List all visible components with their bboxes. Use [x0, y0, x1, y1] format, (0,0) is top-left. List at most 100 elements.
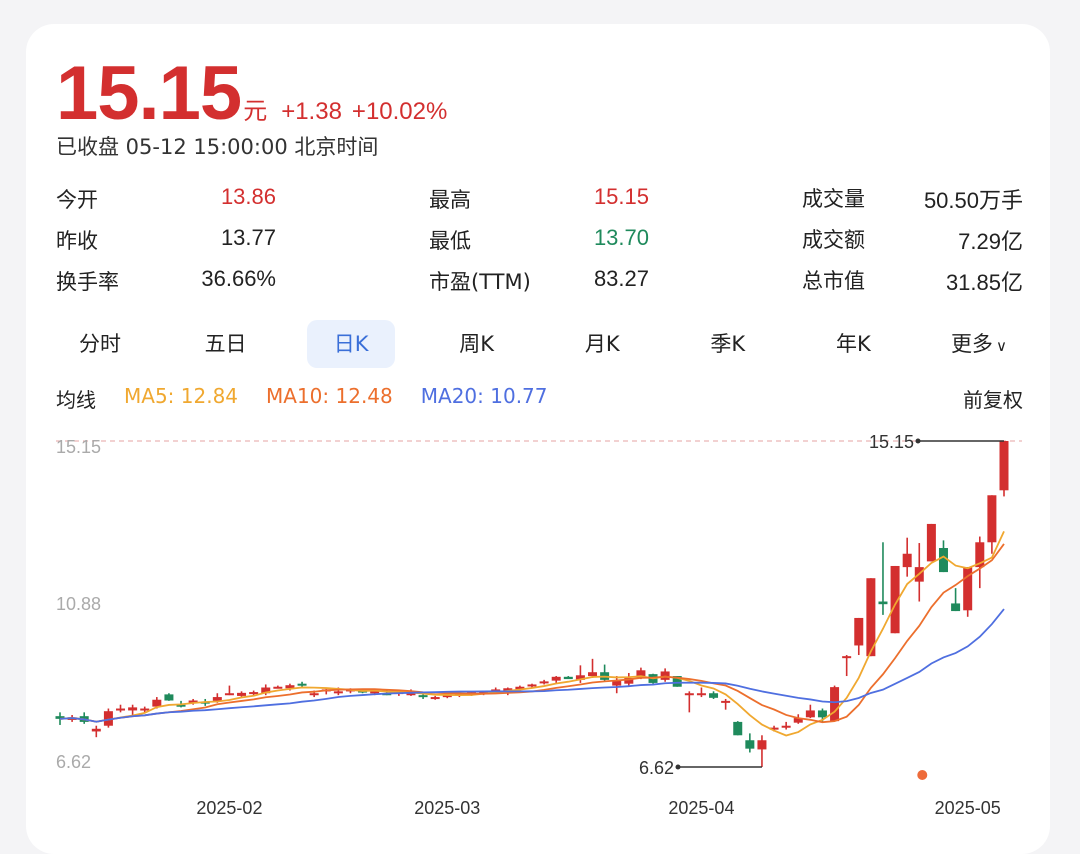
candle-body — [406, 693, 416, 696]
candle-body — [866, 578, 876, 657]
stat-item: 总市值 31.85亿 — [802, 265, 1023, 297]
ma-label: 均线 — [56, 388, 96, 412]
candle-body — [588, 672, 598, 677]
candle-body — [890, 565, 900, 634]
stat-label: 换手率 — [56, 269, 119, 294]
candle-body — [261, 687, 271, 694]
tab-label: 更多 — [950, 332, 993, 356]
stats-row: 昨收 13.77 最低 13.70 成交额 7.29亿 — [56, 219, 1023, 260]
candle-body — [805, 710, 815, 718]
tab-0[interactable]: 分时 — [56, 320, 144, 368]
tab-label: 分时 — [79, 332, 121, 356]
candle-body — [297, 683, 307, 686]
tab-label: 日K — [333, 332, 369, 356]
candle-body — [273, 686, 283, 689]
stat-value: 15.15 — [593, 183, 649, 209]
last-price: 15.15 — [56, 51, 242, 136]
price-unit: 元 — [243, 97, 268, 125]
candle-body — [987, 495, 997, 543]
candle-body — [854, 617, 864, 646]
stat-label: 成交额 — [802, 227, 865, 252]
candle-body — [769, 727, 779, 730]
tab-3[interactable]: 周K — [433, 320, 521, 368]
candle-body — [164, 694, 174, 701]
candle-body — [745, 740, 755, 749]
stat-item: 最低 13.70 — [429, 225, 802, 255]
candle-body — [551, 676, 561, 681]
ma-legend: 均线 MA5: 12.84 MA10: 12.48 MA20: 10.77 前复… — [56, 384, 1023, 413]
min-price-label: 6.62 — [639, 758, 674, 778]
tab-7[interactable]: 更多 ∨ — [935, 320, 1023, 368]
max-pointer-dot — [915, 438, 921, 444]
candle-body — [527, 684, 537, 687]
candle-body — [636, 670, 646, 678]
stat-item: 今开 13.86 — [56, 184, 429, 214]
stat-label: 市盈(TTM) — [429, 269, 531, 294]
stat-value: 50.50万手 — [923, 187, 1023, 213]
candle-body — [733, 721, 743, 736]
tab-label: 五日 — [204, 332, 247, 356]
candle-body — [999, 441, 1009, 491]
kline-chart[interactable]: 15.15 10.88 6.62 2025-02 2025-03 2025-04 2025-… — [0, 0, 1080, 829]
candle-body — [709, 693, 719, 698]
min-pointer-dot — [675, 764, 681, 770]
ma20-line — [59, 608, 1005, 723]
quote-card — [26, 24, 1050, 854]
stats-row: 换手率 36.66% 市盈(TTM) 83.27 总市值 31.85亿 — [56, 260, 1023, 301]
candle-body — [660, 671, 670, 680]
market-status: 已收盘 05-12 15:00:00 北京时间 — [56, 135, 379, 159]
stat-item: 昨收 13.77 — [56, 225, 429, 255]
period-tabs: 分时 五日 日K 周K 月K 季K 年K 更多 ∨ — [56, 320, 1023, 368]
y-tick-label: 6.62 — [56, 752, 91, 772]
ma20-value: MA20: 10.77 — [420, 384, 548, 408]
tab-4[interactable]: 月K — [558, 320, 646, 368]
candle-body — [91, 728, 101, 732]
adjust-mode-button[interactable]: 前复权 — [963, 388, 1023, 412]
stat-label: 昨收 — [56, 228, 98, 253]
stat-label: 最低 — [429, 228, 471, 253]
candle-body — [793, 718, 803, 723]
candle-body — [878, 601, 888, 605]
candle-body — [309, 693, 319, 696]
candle-body — [237, 692, 247, 696]
candle-body — [842, 656, 852, 659]
candle-body — [563, 676, 573, 680]
candle-body — [370, 691, 380, 694]
x-tick-label: 2025-03 — [414, 798, 480, 818]
stat-value: 13.77 — [220, 224, 276, 250]
x-tick-label: 2025-02 — [196, 798, 262, 818]
candle-body — [285, 685, 295, 689]
candle-body — [515, 686, 525, 690]
chevron-down-icon: ∨ — [995, 337, 1007, 355]
candle-body — [128, 707, 138, 711]
tab-5[interactable]: 季K — [684, 320, 772, 368]
y-tick-label: 15.15 — [56, 437, 101, 457]
tab-6[interactable]: 年K — [809, 320, 897, 368]
candle-body — [152, 699, 162, 707]
stat-label: 成交量 — [802, 186, 865, 211]
event-marker-dot[interactable] — [917, 770, 928, 780]
candle-body — [575, 675, 585, 680]
candle-body — [817, 710, 827, 718]
candle-body — [116, 708, 126, 711]
stat-value: 83.27 — [593, 265, 649, 291]
candle-body — [503, 688, 513, 692]
candle-body — [963, 567, 973, 611]
candle-body — [830, 687, 840, 722]
stat-item: 成交量 50.50万手 — [802, 183, 1023, 215]
stat-item: 市盈(TTM) 83.27 — [429, 266, 802, 296]
candle-body — [781, 725, 791, 728]
stat-item: 换手率 36.66% — [56, 266, 429, 296]
stat-item: 最高 15.15 — [429, 184, 802, 214]
max-price-label: 15.15 — [869, 432, 914, 452]
price-change: +1.38 — [281, 98, 342, 125]
tab-1[interactable]: 五日 — [182, 320, 270, 368]
candle-body — [672, 676, 682, 687]
tab-2[interactable]: 日K — [307, 320, 396, 368]
stat-value: 13.70 — [593, 224, 649, 250]
stat-label: 最高 — [429, 187, 471, 212]
candle-body — [430, 697, 440, 700]
candle-body — [418, 695, 428, 698]
candle-body — [696, 693, 706, 696]
ma10-value: MA10: 12.48 — [266, 384, 393, 408]
